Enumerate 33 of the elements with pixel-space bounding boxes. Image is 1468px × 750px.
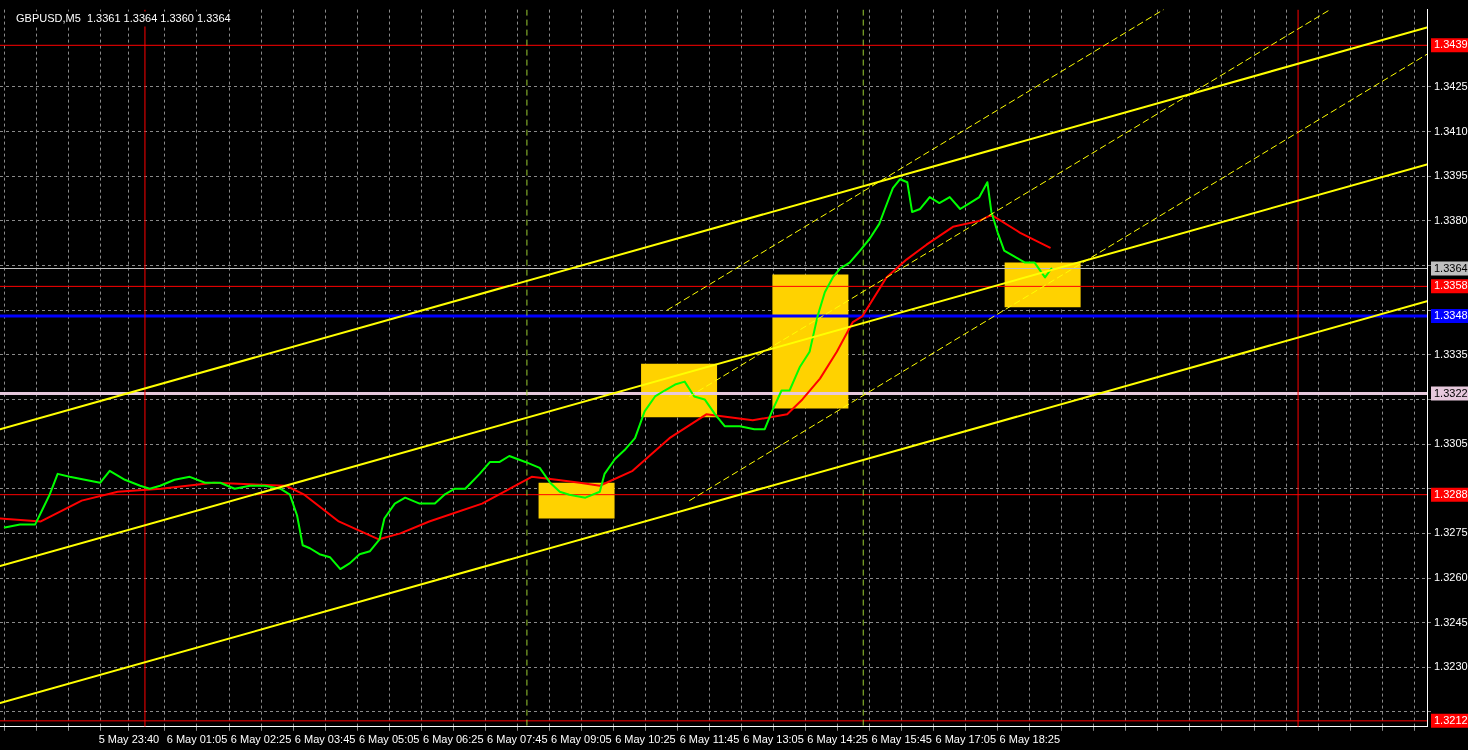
y-tick-label: 1.3395 (1434, 169, 1468, 182)
ref-line-label: 1.3358 (1434, 279, 1468, 292)
ref-line-label: 1.3364 (1434, 261, 1468, 274)
y-tick-label: 1.3380 (1434, 213, 1468, 226)
y-tick-label: 1.3275 (1434, 526, 1468, 539)
x-tick-label: 6 May 07:45 (487, 733, 548, 746)
x-tick-label: 6 May 10:25 (615, 733, 676, 746)
x-tick-label: 6 May 01:05 (166, 733, 228, 746)
x-tick-label: 5 May 23:40 (98, 733, 160, 746)
y-tick-label: 1.3260 (1434, 571, 1468, 584)
y-tick-label: 1.3230 (1434, 660, 1468, 673)
x-tick-label: 6 May 02:25 (230, 733, 292, 746)
y-tick-label: 1.3335 (1434, 347, 1468, 360)
x-tick-label: 6 May 11:45 (679, 733, 740, 746)
x-tick-label: 6 May 05:05 (358, 733, 420, 746)
chart-title: GBPUSD,M5 1.3361 1.3364 1.3360 1.3364 (16, 12, 231, 25)
ref-line-label: 1.3439 (1434, 38, 1468, 51)
ref-line-label: 1.3212 (1434, 713, 1468, 726)
x-tick-label: 6 May 15:45 (871, 733, 932, 746)
y-tick-label: 1.3245 (1434, 615, 1468, 628)
x-tick-label: 6 May 03:45 (294, 733, 356, 746)
y-tick-label: 1.3425 (1434, 80, 1468, 93)
x-tick-label: 6 May 06:25 (422, 733, 484, 746)
x-tick-label: 6 May 17:05 (935, 733, 997, 746)
y-tick-label: 1.3305 (1434, 437, 1468, 450)
ref-line-label: 1.3348 (1434, 309, 1468, 322)
x-tick-label: 6 May 14:25 (807, 733, 868, 746)
ref-line-label: 1.3288 (1434, 487, 1468, 500)
ref-line-label: 1.3322 (1434, 386, 1468, 399)
x-tick-label: 6 May 13:05 (743, 733, 804, 746)
y-tick-label: 1.3410 (1434, 124, 1468, 137)
x-tick-label: 6 May 18:25 (999, 733, 1061, 746)
x-tick-label: 6 May 09:05 (551, 733, 612, 746)
